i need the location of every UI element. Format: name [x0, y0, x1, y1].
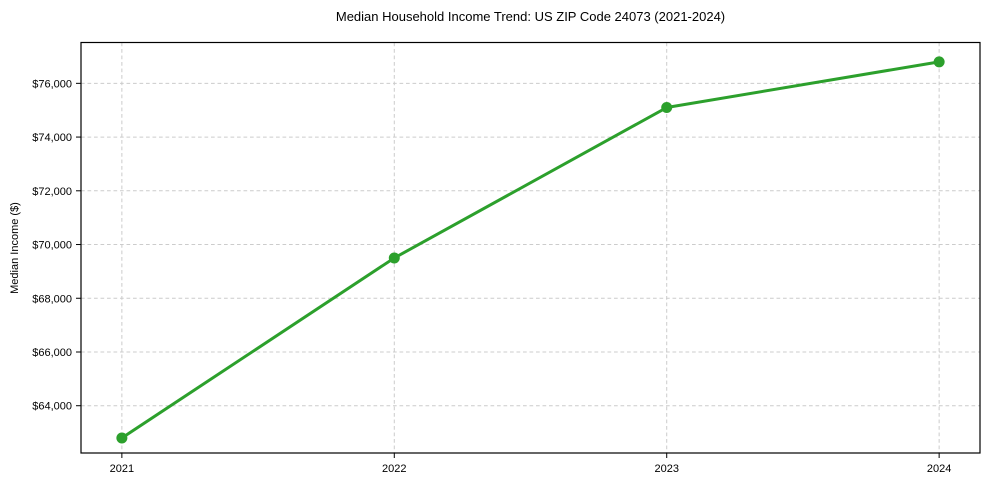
y-tick-label: $66,000	[32, 347, 72, 359]
y-tick-label: $76,000	[32, 78, 72, 90]
x-tick-label: 2022	[382, 463, 406, 475]
y-tick-label: $72,000	[32, 186, 72, 198]
data-point-2021	[116, 432, 128, 444]
x-tick-label: 2021	[110, 463, 134, 475]
x-tick-label: 2023	[654, 463, 678, 475]
trend-line	[120, 60, 941, 440]
chart-title: Median Household Income Trend: US ZIP Co…	[335, 9, 726, 24]
data-point-2023	[661, 102, 673, 114]
data-point-2024	[933, 56, 945, 68]
plot-border	[80, 41, 981, 454]
x-tick-label: 2024	[927, 463, 951, 475]
y-tick-label: $70,000	[32, 240, 72, 252]
data-point-2022	[388, 252, 400, 264]
y-tick-label: $68,000	[32, 293, 72, 305]
y-tick-label: $74,000	[32, 132, 72, 144]
y-tick-label: $64,000	[32, 401, 72, 413]
